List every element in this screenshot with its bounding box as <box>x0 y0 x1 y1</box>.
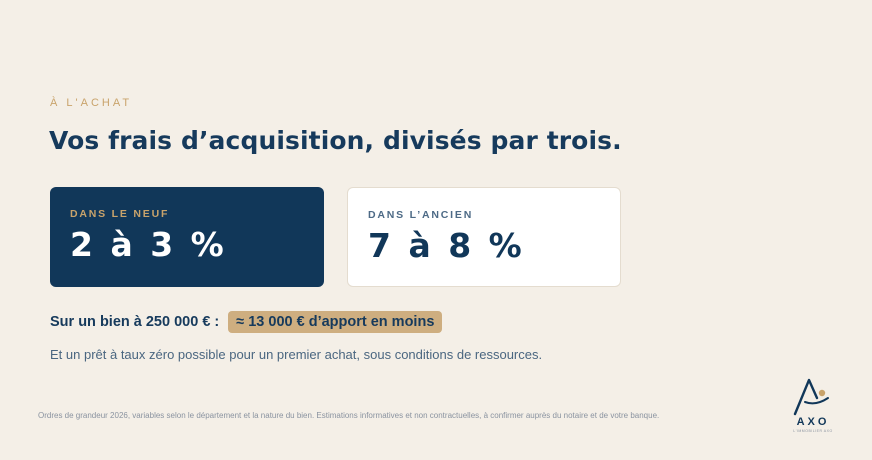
example-row: Sur un bien à 250 000 € : ≈ 13 000 € d’a… <box>50 310 443 334</box>
card-ancien-value: 7 à 8 % <box>368 226 525 265</box>
savings-badge: ≈ 13 000 € d’apport en moins <box>228 311 443 333</box>
card-ancien: DANS L’ANCIEN 7 à 8 % <box>347 187 621 287</box>
axo-logo: AXO L'IMMOBILIER AXO <box>787 376 839 436</box>
card-neuf-value: 2 à 3 % <box>70 225 227 264</box>
card-ancien-label: DANS L’ANCIEN <box>368 209 474 221</box>
ptz-note: Et un prêt à taux zéro possible pour un … <box>50 347 543 362</box>
logo-brand: AXO <box>796 416 830 428</box>
disclaimer: Ordres de grandeur 2026, variables selon… <box>38 411 660 420</box>
logo-tagline: L'IMMOBILIER AXO <box>793 429 833 433</box>
card-neuf: DANS LE NEUF 2 à 3 % <box>50 187 324 287</box>
page-title: Vos frais d’acquisition, divisés par tro… <box>49 126 622 155</box>
eyebrow-label: À L'ACHAT <box>50 97 133 109</box>
card-neuf-label: DANS LE NEUF <box>70 208 170 220</box>
axo-logo-icon <box>793 378 829 416</box>
example-text: Sur un bien à 250 000 € : <box>50 314 220 330</box>
